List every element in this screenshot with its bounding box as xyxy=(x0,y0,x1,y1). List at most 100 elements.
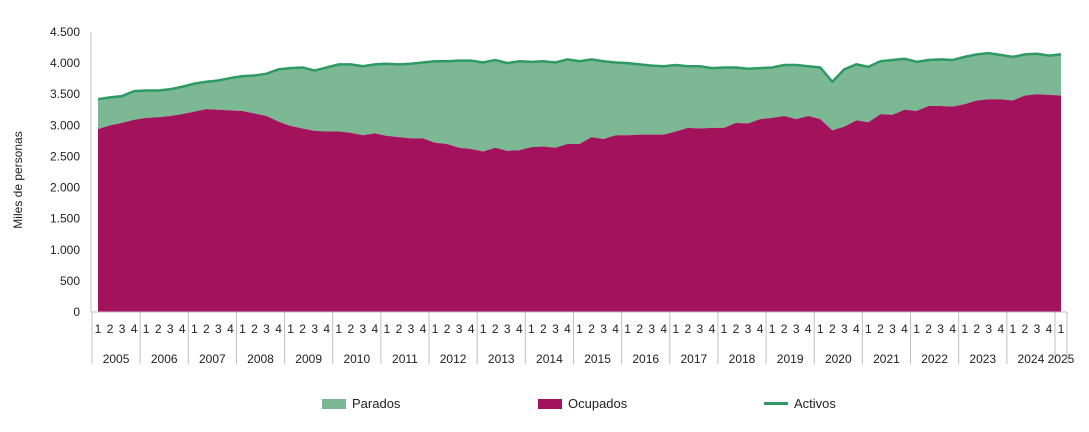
legend: Parados Ocupados Activos xyxy=(0,396,1089,416)
x-tick-quarter: 3 xyxy=(311,322,318,336)
x-tick-quarter: 2 xyxy=(684,322,691,336)
x-tick-quarter: 2 xyxy=(347,322,354,336)
x-tick-quarter: 1 xyxy=(95,322,102,336)
x-tick-quarter: 3 xyxy=(215,322,222,336)
legend-swatch-activos xyxy=(764,402,788,405)
x-tick-quarter: 1 xyxy=(239,322,246,336)
x-tick-year: 2016 xyxy=(632,352,659,366)
x-tick-quarter: 4 xyxy=(275,322,282,336)
x-tick-quarter: 2 xyxy=(829,322,836,336)
x-tick-quarter: 3 xyxy=(456,322,463,336)
x-tick-year: 2021 xyxy=(873,352,900,366)
x-tick-year: 2010 xyxy=(343,352,370,366)
ocupados-area xyxy=(98,94,1061,312)
x-tick-quarter: 1 xyxy=(672,322,679,336)
x-tick-quarter: 3 xyxy=(408,322,415,336)
x-tick-year: 2024 xyxy=(1018,352,1045,366)
y-tick-label: 4.000 xyxy=(50,56,80,70)
x-tick-quarter: 2 xyxy=(925,322,932,336)
x-tick-quarter: 1 xyxy=(1010,322,1017,336)
x-tick-year: 2012 xyxy=(440,352,467,366)
x-tick-quarter: 3 xyxy=(263,322,270,336)
x-tick-quarter: 3 xyxy=(1034,322,1041,336)
x-tick-quarter: 2 xyxy=(299,322,306,336)
x-tick-year: 2022 xyxy=(921,352,948,366)
x-tick-quarter: 1 xyxy=(432,322,439,336)
x-tick-year: 2008 xyxy=(247,352,274,366)
y-tick-label: 4.500 xyxy=(50,25,80,39)
y-tick-label: 3.000 xyxy=(50,118,80,132)
x-tick-year: 2007 xyxy=(199,352,226,366)
plot-area xyxy=(97,51,1062,312)
x-tick-quarter: 4 xyxy=(901,322,908,336)
x-tick-quarter: 3 xyxy=(600,322,607,336)
legend-item-parados: Parados xyxy=(322,396,400,411)
x-tick-quarter: 2 xyxy=(877,322,884,336)
x-tick-quarter: 4 xyxy=(227,322,234,336)
y-axis-title: Miles de personas xyxy=(11,131,25,228)
x-tick-quarter: 3 xyxy=(745,322,752,336)
x-tick-quarter: 1 xyxy=(143,322,150,336)
x-tick-year: 2023 xyxy=(969,352,996,366)
x-tick-quarter: 3 xyxy=(841,322,848,336)
x-tick-quarter: 3 xyxy=(985,322,992,336)
x-tick-year: 2014 xyxy=(536,352,563,366)
x-tick-year: 2018 xyxy=(729,352,756,366)
x-tick-quarter: 2 xyxy=(781,322,788,336)
legend-swatch-ocupados xyxy=(538,398,562,409)
x-tick-quarter: 3 xyxy=(648,322,655,336)
x-tick-quarter: 1 xyxy=(528,322,535,336)
x-tick-quarter: 4 xyxy=(997,322,1004,336)
legend-item-activos: Activos xyxy=(764,396,836,411)
x-tick-quarter: 2 xyxy=(155,322,162,336)
x-tick-quarter: 4 xyxy=(709,322,716,336)
x-tick-year: 2005 xyxy=(103,352,130,366)
x-tick-quarter: 3 xyxy=(504,322,511,336)
x-tick-quarter: 2 xyxy=(251,322,258,336)
x-tick-year: 2020 xyxy=(825,352,852,366)
x-tick-quarter: 3 xyxy=(697,322,704,336)
x-tick-quarter: 4 xyxy=(179,322,186,336)
x-tick-quarter: 4 xyxy=(853,322,860,336)
x-tick-quarter: 3 xyxy=(119,322,126,336)
x-tick-quarter: 4 xyxy=(516,322,523,336)
x-tick-quarter: 1 xyxy=(961,322,968,336)
x-tick-quarter: 2 xyxy=(540,322,547,336)
x-tick-quarter: 2 xyxy=(396,322,403,336)
x-tick-quarter: 1 xyxy=(335,322,342,336)
legend-label-ocupados: Ocupados xyxy=(568,396,628,411)
x-tick-quarter: 2 xyxy=(973,322,980,336)
x-tick-quarter: 3 xyxy=(552,322,559,336)
x-tick-quarter: 1 xyxy=(384,322,391,336)
x-tick-year: 2011 xyxy=(392,352,418,366)
x-tick-quarter: 2 xyxy=(444,322,451,336)
x-tick-year: 2017 xyxy=(681,352,708,366)
x-tick-year: 2019 xyxy=(777,352,804,366)
x-tick-quarter: 2 xyxy=(1022,322,1029,336)
x-tick-quarter: 2 xyxy=(733,322,740,336)
x-tick-quarter: 1 xyxy=(287,322,294,336)
x-tick-year: 2006 xyxy=(151,352,178,366)
y-tick-label: 0 xyxy=(73,305,80,319)
x-tick-quarter: 4 xyxy=(949,322,956,336)
x-tick-quarter: 1 xyxy=(865,322,872,336)
x-tick-quarter: 4 xyxy=(757,322,764,336)
x-tick-quarter: 3 xyxy=(359,322,366,336)
x-tick-quarter: 1 xyxy=(817,322,824,336)
x-tick-year: 2013 xyxy=(488,352,515,366)
y-tick-label: 1.000 xyxy=(50,243,80,257)
y-axis: 0 500 1.000 1.500 2.000 2.500 3.000 3.500 4.000 4… xyxy=(50,25,92,319)
x-tick-year: 2009 xyxy=(295,352,322,366)
y-tick-label: 2.000 xyxy=(50,181,80,195)
x-tick-quarter: 4 xyxy=(420,322,427,336)
x-tick-quarter: 3 xyxy=(167,322,174,336)
x-tick-year: 2015 xyxy=(584,352,611,366)
x-tick-quarter: 2 xyxy=(203,322,210,336)
x-tick-quarter: 1 xyxy=(1058,322,1065,336)
legend-swatch-parados xyxy=(322,398,346,409)
x-tick-year: 2025 xyxy=(1048,352,1075,366)
legend-label-activos: Activos xyxy=(794,396,836,411)
x-tick-quarter: 1 xyxy=(480,322,487,336)
x-tick-quarter: 4 xyxy=(468,322,475,336)
